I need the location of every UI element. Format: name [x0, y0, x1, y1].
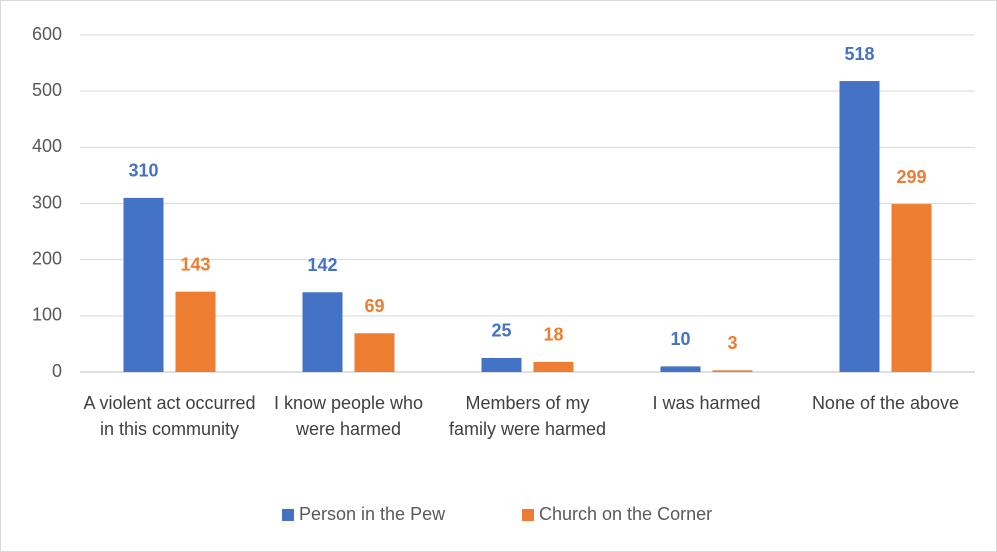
data-label: 10 [670, 329, 690, 349]
data-label: 3 [727, 333, 737, 353]
legend-label: Church on the Corner [539, 504, 712, 524]
bar [302, 292, 343, 372]
legend-label: Person in the Pew [299, 504, 446, 524]
data-label: 518 [844, 44, 874, 64]
y-tick-label: 200 [32, 248, 62, 268]
bar [839, 81, 880, 372]
legend-swatch [522, 509, 534, 521]
bar [481, 357, 522, 372]
data-label: 25 [491, 321, 511, 341]
data-label: 310 [128, 161, 158, 181]
y-tick-label: 400 [32, 136, 62, 156]
bar [712, 370, 753, 372]
x-tick-label: A violent act occurred in this community [83, 393, 256, 439]
data-label: 18 [543, 325, 563, 345]
data-label: 299 [896, 167, 926, 187]
y-tick-label: 300 [32, 192, 62, 212]
bar [660, 366, 701, 372]
legend-swatch [282, 509, 294, 521]
data-label: 143 [180, 254, 210, 274]
y-tick-label: 0 [52, 361, 62, 381]
bar [175, 291, 216, 372]
bar [891, 204, 932, 372]
bar [533, 361, 574, 372]
y-tick-label: 100 [32, 305, 62, 325]
x-tick-label: I was harmed [652, 393, 761, 413]
bar [354, 333, 395, 372]
y-tick-label: 500 [32, 80, 62, 100]
x-tick-label: None of the above [811, 393, 960, 413]
bar [123, 197, 164, 372]
data-label: 69 [364, 296, 384, 316]
x-tick-label: Members of my family were harmed [448, 393, 607, 439]
data-label: 142 [307, 255, 337, 275]
x-tick-label: I know people who were harmed [273, 393, 424, 439]
y-tick-label: 600 [32, 24, 62, 44]
